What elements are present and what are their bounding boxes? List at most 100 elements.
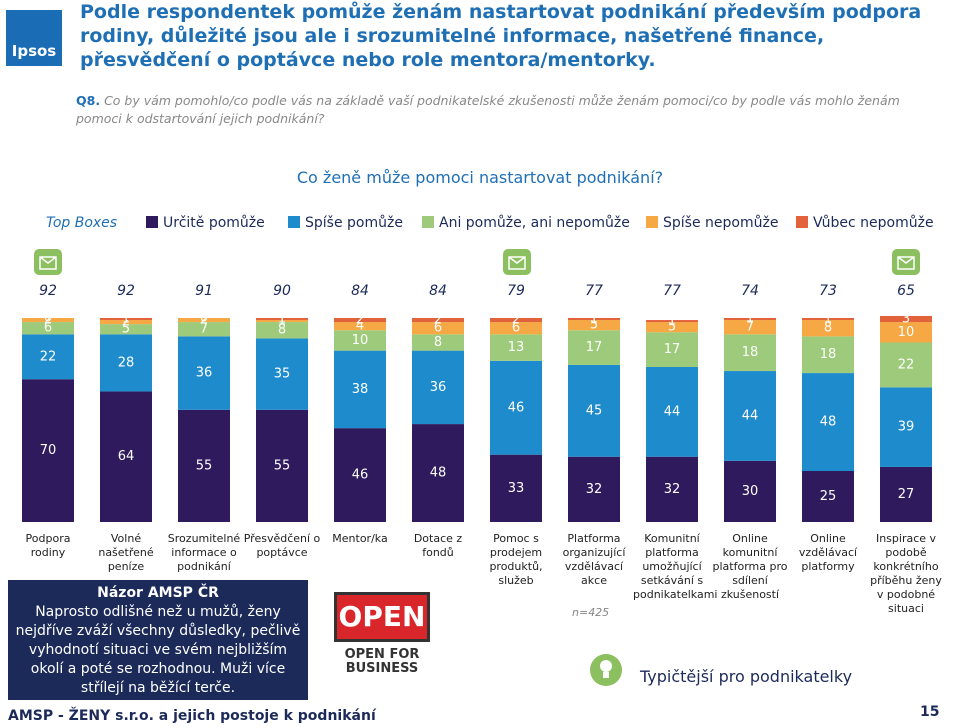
legend-label: Vůbec nepomůže	[813, 215, 934, 231]
bar-value: 36	[196, 366, 213, 381]
bar-value: 5	[590, 318, 598, 333]
legend-label: Určitě pomůže	[163, 215, 265, 231]
bar-segment	[724, 334, 776, 372]
bar-segment	[256, 338, 308, 410]
bar-value: 0	[200, 311, 208, 326]
top-box-value: 65	[897, 283, 915, 299]
bar-segment	[412, 424, 464, 522]
bar-segment	[880, 387, 932, 467]
bar-value: 46	[508, 400, 525, 415]
bar-value: 1	[746, 312, 754, 327]
legend-swatch	[422, 216, 434, 228]
bar-segment	[490, 334, 542, 361]
bar-segment	[412, 318, 464, 323]
bar-segment	[22, 322, 74, 335]
top-box-value: 79	[507, 283, 525, 299]
bar-value: 1	[824, 312, 832, 327]
sample-note: n=425	[572, 606, 610, 619]
bar-segment	[568, 318, 620, 321]
top-box-value: 90	[273, 283, 291, 299]
footer: AMSP - ŽENY s.r.o. a jejich postoje k po…	[8, 708, 376, 724]
bar-segment	[412, 350, 464, 425]
bar-value: 2	[356, 313, 364, 328]
bar-segment	[100, 391, 152, 522]
bar-value: 1	[278, 312, 286, 327]
bar-value: 55	[196, 458, 213, 473]
bar-segment	[490, 454, 542, 522]
bar-segment	[256, 322, 308, 339]
bar-value: 2	[200, 313, 208, 328]
category-label: Inspirace v podobě konkrétního příběhu ž…	[870, 532, 942, 615]
top-box-value: 92	[117, 283, 135, 299]
bar-segment	[646, 322, 698, 333]
bar-segment	[646, 320, 698, 323]
category-label: Online komunitní platforma pro sdílení z…	[712, 532, 788, 601]
bar-value: 5	[668, 320, 676, 335]
bar-value: 39	[898, 420, 915, 435]
bar-value: 44	[742, 408, 759, 423]
legend-swatch	[288, 216, 300, 228]
bar-value: 1	[590, 312, 598, 327]
category-label: Podpora rodiny	[25, 532, 71, 559]
bar-value: 32	[586, 482, 603, 497]
bar-value: 32	[664, 482, 681, 497]
bar-segment	[880, 466, 932, 522]
legend-label: Ani pomůže, ani nepomůže	[439, 215, 630, 231]
bar-segment	[568, 456, 620, 522]
legend-swatch	[796, 216, 808, 228]
bar-value: 38	[352, 382, 369, 397]
bar-value: 33	[508, 481, 525, 496]
bar-value: 10	[352, 333, 369, 348]
icon	[892, 249, 920, 275]
bar-value: 2	[122, 315, 130, 330]
callout: Typičtější pro podnikatelky	[640, 667, 853, 686]
bar-value: 5	[122, 322, 130, 337]
bar-segment	[334, 350, 386, 429]
bar-segment	[178, 318, 230, 323]
category-label: Online vzdělávací platformy	[798, 532, 858, 573]
bar-value: 30	[742, 484, 759, 499]
page-number: 15	[920, 704, 940, 720]
bar-value: 28	[118, 355, 135, 370]
legend-label: Spíše nepomůže	[663, 215, 778, 231]
bar-segment	[802, 336, 854, 374]
top-box-value: 84	[429, 283, 447, 299]
bar-value: 1	[668, 314, 676, 329]
legend-label: Spíše pomůže	[305, 215, 403, 231]
top-box-value: 92	[39, 283, 57, 299]
bar-value: 17	[586, 340, 603, 355]
bar-value: 8	[824, 321, 832, 336]
bar-segment	[256, 409, 308, 522]
bar-segment	[490, 322, 542, 335]
bar-segment	[100, 324, 152, 335]
bar-segment	[568, 320, 620, 331]
category-label: Mentor/ka	[332, 532, 388, 545]
bar-value: 64	[118, 449, 135, 464]
opinion-box: Názor AMSP ČR Naprosto odlišné než u muž…	[8, 580, 308, 700]
icon	[503, 249, 531, 275]
question-label: Q8.	[76, 93, 101, 108]
bar-segment	[334, 322, 386, 331]
bar-segment	[646, 456, 698, 522]
bar-segment	[22, 334, 74, 380]
top-box-value: 84	[351, 283, 369, 299]
question: Q8. Co by vám pomohlo/co podle vás na zá…	[76, 92, 936, 128]
category-label: Platforma organizující vzdělávací akce	[562, 532, 626, 587]
bar-segment	[22, 318, 74, 323]
bar-segment	[802, 318, 854, 321]
bar-segment	[334, 318, 386, 323]
bar-value: 18	[820, 347, 837, 362]
legend-swatch	[146, 216, 158, 228]
bar-value: 36	[430, 380, 447, 395]
category-label: Srozumitelné informace o podnikání	[167, 532, 241, 573]
top-box-value: 74	[741, 283, 759, 299]
bar-segment	[646, 332, 698, 367]
bar-segment	[100, 334, 152, 392]
bar-segment	[724, 318, 776, 321]
bar-value: 45	[586, 403, 603, 418]
top-box-value: 77	[585, 283, 603, 299]
bar-value: 25	[820, 489, 837, 504]
bar-value: 46	[352, 468, 369, 483]
bar-value: 8	[434, 335, 442, 350]
bar-segment	[412, 322, 464, 335]
